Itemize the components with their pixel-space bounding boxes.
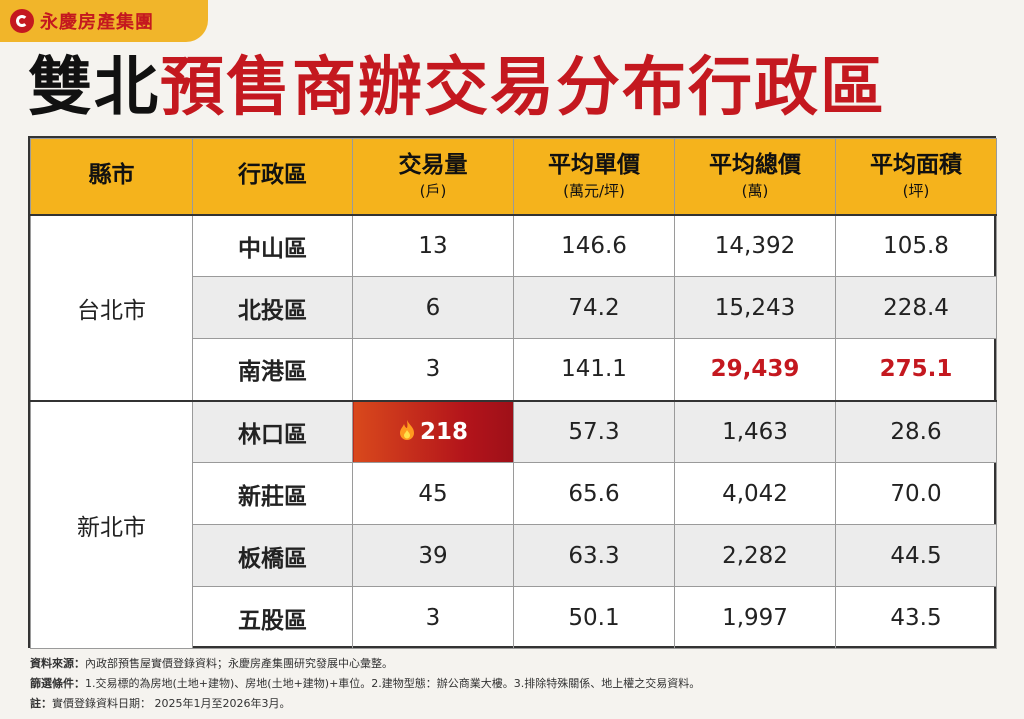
area-cell: 44.5	[835, 524, 997, 587]
table-row: 南港區 3 141.1 29,439 275.1	[31, 338, 997, 401]
area-cell: 228.4	[835, 276, 997, 339]
header-area: 平均面積 (坪)	[835, 138, 997, 216]
page-title: 雙北預售商辦交易分布行政區	[28, 46, 886, 130]
header-volume: 交易量 (戶)	[352, 138, 514, 216]
volume-cell: 45	[352, 462, 514, 525]
table-row: 五股區 3 50.1 1,997 43.5	[31, 586, 997, 649]
city-cell: 台北市	[30, 214, 193, 401]
title-red: 預售商辦交易分布行政區	[160, 51, 886, 125]
volume-cell: 13	[352, 214, 514, 277]
volume-cell-highlight: 218	[352, 399, 514, 463]
district-cell: 板橋區	[192, 524, 353, 587]
filter-note: 篩選條件：1.交易標的為房地(土地+建物)、房地(土地+建物)+車位。2.建物型…	[30, 677, 701, 690]
unit-price-cell: 57.3	[513, 399, 675, 463]
table-row: 台北市 中山區 13 146.6 14,392 105.8	[30, 214, 997, 401]
table-row: 新北市 林口區 218 57.3 1,463 28.6	[30, 399, 997, 649]
volume-cell: 3	[352, 338, 514, 401]
brand-name: 永慶房產集團	[40, 12, 154, 33]
table-row: 板橋區 39 63.3 2,282 44.5	[31, 524, 997, 587]
footnotes: 資料來源：內政部預售屋實價登錄資料；永慶房產集團研究發展中心彙整。 篩選條件：1…	[30, 654, 1010, 714]
header-total-price: 平均總價 (萬)	[674, 138, 836, 216]
total-price-cell: 15,243	[674, 276, 836, 339]
unit-price-cell: 146.6	[513, 214, 675, 277]
title-black: 雙北	[28, 51, 160, 125]
district-cell: 林口區	[192, 399, 353, 463]
table-row: 新莊區 45 65.6 4,042 70.0	[31, 462, 997, 525]
unit-price-cell: 65.6	[513, 462, 675, 525]
district-cell: 南港區	[192, 338, 353, 401]
district-cell: 新莊區	[192, 462, 353, 525]
date-note: 註：實價登錄資料日期： 2025年1月至2026年3月。	[30, 697, 291, 710]
total-price-cell-highlight: 29,439	[674, 338, 836, 401]
area-cell: 70.0	[835, 462, 997, 525]
area-cell-highlight: 275.1	[835, 338, 997, 401]
volume-cell: 6	[352, 276, 514, 339]
volume-cell: 39	[352, 524, 514, 587]
brand-logo-icon	[10, 9, 34, 33]
volume-cell: 3	[352, 586, 514, 649]
total-price-cell: 14,392	[674, 214, 836, 277]
district-cell: 五股區	[192, 586, 353, 649]
unit-price-cell: 74.2	[513, 276, 675, 339]
source-note: 資料來源：內政部預售屋實價登錄資料；永慶房產集團研究發展中心彙整。	[30, 657, 393, 670]
unit-price-cell: 50.1	[513, 586, 675, 649]
area-cell: 28.6	[835, 399, 997, 463]
header-district: 行政區	[192, 138, 353, 216]
brand-tab: 永慶房產集團	[0, 0, 208, 42]
area-cell: 43.5	[835, 586, 997, 649]
district-cell: 北投區	[192, 276, 353, 339]
district-cell: 中山區	[192, 214, 353, 277]
data-table: 縣市 行政區 交易量 (戶) 平均單價 (萬元/坪) 平均總價 (萬) 平均面積 (坪)…	[28, 136, 997, 649]
fire-icon	[399, 419, 414, 440]
header-city: 縣市	[30, 138, 193, 216]
unit-price-cell: 141.1	[513, 338, 675, 401]
total-price-cell: 1,463	[674, 399, 836, 463]
total-price-cell: 1,997	[674, 586, 836, 649]
header-unit-price: 平均單價 (萬元/坪)	[513, 138, 675, 216]
unit-price-cell: 63.3	[513, 524, 675, 587]
table-header-row: 縣市 行政區 交易量 (戶) 平均單價 (萬元/坪) 平均總價 (萬) 平均面積 (坪)	[30, 138, 997, 216]
total-price-cell: 2,282	[674, 524, 836, 587]
total-price-cell: 4,042	[674, 462, 836, 525]
table-row: 北投區 6 74.2 15,243 228.4	[31, 276, 997, 339]
area-cell: 105.8	[835, 214, 997, 277]
city-cell: 新北市	[30, 399, 193, 649]
